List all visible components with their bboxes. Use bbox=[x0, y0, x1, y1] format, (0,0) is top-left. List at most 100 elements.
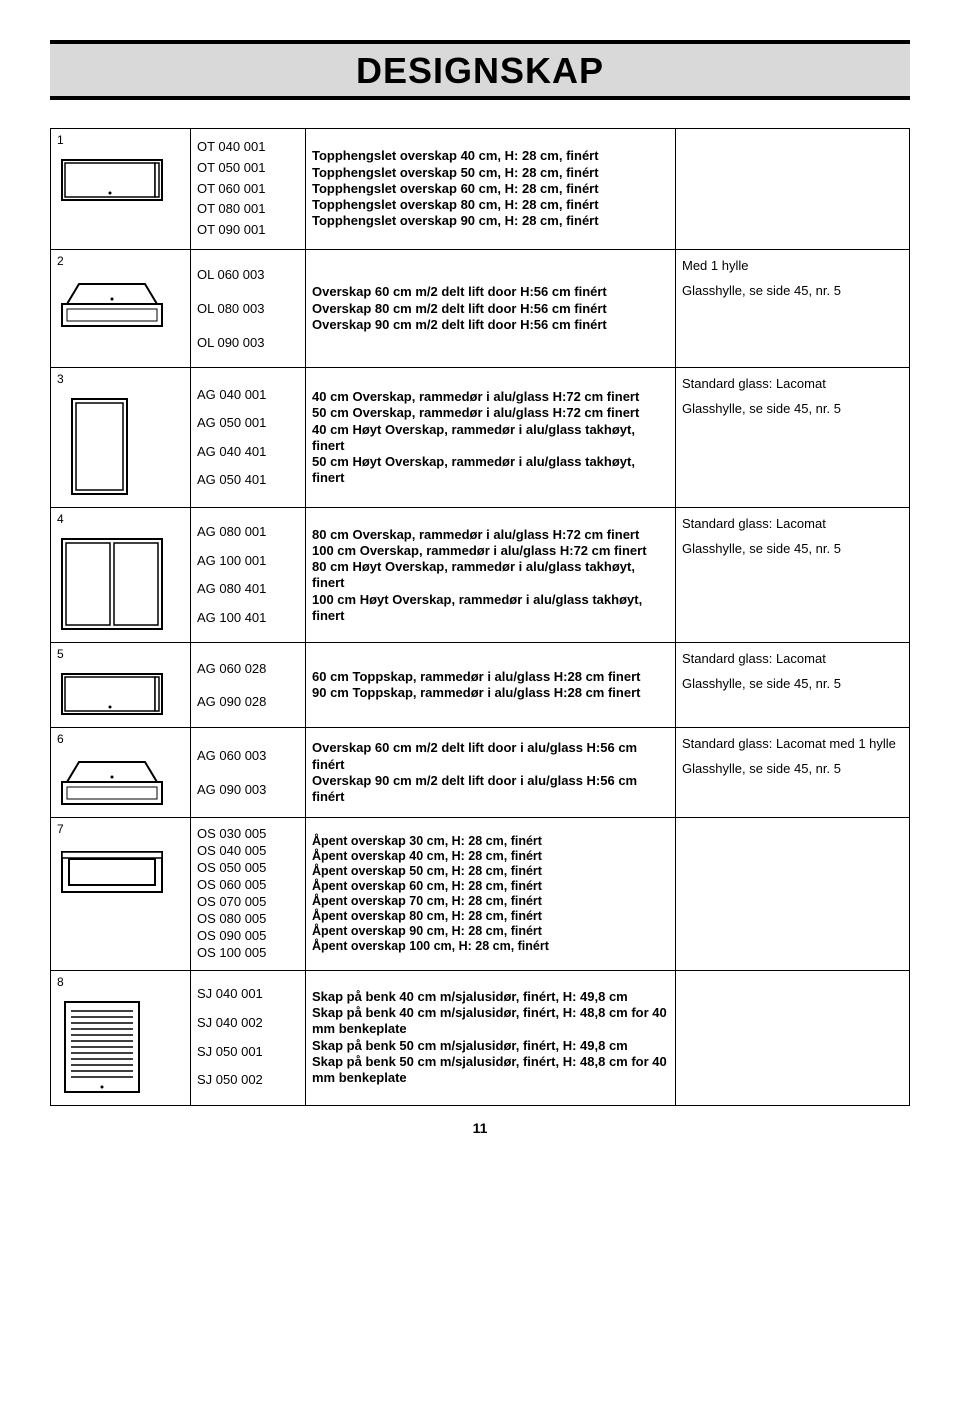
product-code: OS 070 005 bbox=[197, 894, 299, 911]
cell-codes: SJ 040 001SJ 040 002SJ 050 001SJ 050 002 bbox=[191, 971, 306, 1105]
cell-index: 3 bbox=[51, 368, 191, 507]
cell-descriptions: 80 cm Overskap, rammedør i alu/glass H:7… bbox=[306, 508, 676, 642]
product-code: OS 080 005 bbox=[197, 911, 299, 928]
product-description: 60 cm Toppskap, rammedør i alu/glass H:2… bbox=[312, 669, 669, 685]
cell-notes: Med 1 hylle Glasshylle, se side 45, nr. 5 bbox=[676, 250, 909, 367]
product-description: Åpent overskap 60 cm, H: 28 cm, finért bbox=[312, 879, 669, 894]
note-text: Glasshylle, se side 45, nr. 5 bbox=[682, 541, 903, 558]
product-description: 100 cm Høyt Overskap, rammedør i alu/gla… bbox=[312, 592, 669, 625]
title-bar: DESIGNSKAP bbox=[50, 40, 910, 100]
product-code: SJ 050 001 bbox=[197, 1038, 299, 1067]
product-code: AG 080 401 bbox=[197, 575, 299, 604]
table-row: 3 AG 040 001AG 050 001AG 040 401AG 050 4… bbox=[51, 368, 909, 508]
cabinet-icon bbox=[57, 669, 184, 719]
product-code: OS 050 005 bbox=[197, 860, 299, 877]
product-description: Skap på benk 50 cm m/sjalusidør, finért,… bbox=[312, 1054, 669, 1087]
table-row: 4 AG 080 001AG 100 001AG 080 401AG 100 4… bbox=[51, 508, 909, 643]
cell-index: 6 bbox=[51, 728, 191, 817]
product-code: OS 090 005 bbox=[197, 928, 299, 945]
product-code: AG 090 028 bbox=[197, 685, 299, 719]
product-code: OL 060 003 bbox=[197, 258, 299, 292]
product-code: AG 040 401 bbox=[197, 438, 299, 467]
cell-codes: OS 030 005OS 040 005OS 050 005OS 060 005… bbox=[191, 818, 306, 969]
product-code: OT 090 001 bbox=[197, 220, 299, 241]
cell-codes: AG 080 001AG 100 001AG 080 401AG 100 401 bbox=[191, 508, 306, 642]
product-code: OT 060 001 bbox=[197, 179, 299, 200]
note-text: Glasshylle, se side 45, nr. 5 bbox=[682, 401, 903, 418]
product-code: AG 040 001 bbox=[197, 381, 299, 410]
product-code: OT 080 001 bbox=[197, 199, 299, 220]
product-code: AG 080 001 bbox=[197, 518, 299, 547]
product-code: AG 100 001 bbox=[197, 547, 299, 576]
product-description: 50 cm Overskap, rammedør i alu/glass H:7… bbox=[312, 405, 669, 421]
row-number: 2 bbox=[57, 254, 64, 268]
cell-codes: OT 040 001OT 050 001OT 060 001OT 080 001… bbox=[191, 129, 306, 249]
note-text: Standard glass: Lacomat med 1 hylle bbox=[682, 736, 903, 753]
product-code: AG 050 401 bbox=[197, 466, 299, 495]
product-code: SJ 040 002 bbox=[197, 1009, 299, 1038]
cell-notes: Standard glass: Lacomat Glasshylle, se si… bbox=[676, 368, 909, 507]
product-description: Åpent overskap 70 cm, H: 28 cm, finért bbox=[312, 894, 669, 909]
product-description: 40 cm Høyt Overskap, rammedør i alu/glas… bbox=[312, 422, 669, 455]
cabinet-icon bbox=[57, 155, 184, 205]
cabinet-icon bbox=[57, 844, 184, 899]
note-text: Med 1 hylle bbox=[682, 258, 903, 275]
cell-codes: OL 060 003OL 080 003OL 090 003 bbox=[191, 250, 306, 367]
page-title: DESIGNSKAP bbox=[50, 50, 910, 92]
note-text: Glasshylle, se side 45, nr. 5 bbox=[682, 283, 903, 300]
row-number: 8 bbox=[57, 975, 64, 989]
product-description: Overskap 60 cm m/2 delt lift door H:56 c… bbox=[312, 284, 669, 300]
cell-notes bbox=[676, 971, 909, 1105]
product-description: 80 cm Overskap, rammedør i alu/glass H:7… bbox=[312, 527, 669, 543]
cell-descriptions: Åpent overskap 30 cm, H: 28 cm, finértÅp… bbox=[306, 818, 676, 969]
page-number: 11 bbox=[50, 1120, 910, 1136]
product-code: AG 060 028 bbox=[197, 652, 299, 686]
cell-codes: AG 040 001AG 050 001AG 040 401AG 050 401 bbox=[191, 368, 306, 507]
product-code: AG 090 003 bbox=[197, 773, 299, 807]
cabinet-icon bbox=[57, 394, 184, 499]
cabinet-icon bbox=[57, 997, 184, 1097]
row-number: 7 bbox=[57, 822, 64, 836]
note-text: Glasshylle, se side 45, nr. 5 bbox=[682, 676, 903, 693]
cell-codes: AG 060 028AG 090 028 bbox=[191, 643, 306, 727]
table-row: 6 AG 060 003AG 090 003Overskap 60 cm m/2… bbox=[51, 728, 909, 818]
table-row: 7 OS 030 005OS 040 005OS 050 005OS 060 0… bbox=[51, 818, 909, 970]
cell-notes: Standard glass: Lacomat med 1 hylleGlass… bbox=[676, 728, 909, 817]
table-row: 8 SJ 040 001SJ 040 002SJ 050 001SJ 050 0… bbox=[51, 971, 909, 1106]
cell-index: 4 bbox=[51, 508, 191, 642]
table-row: 5 AG 060 028AG 090 028 60 cm Toppskap, ra… bbox=[51, 643, 909, 728]
cell-descriptions: 40 cm Overskap, rammedør i alu/glass H:7… bbox=[306, 368, 676, 507]
note-text: Standard glass: Lacomat bbox=[682, 376, 903, 393]
cell-notes bbox=[676, 818, 909, 969]
product-description: 100 cm Overskap, rammedør i alu/glass H:… bbox=[312, 543, 669, 559]
page: DESIGNSKAP 1 OT 040 001OT 050 001OT 060 … bbox=[0, 0, 960, 1166]
cell-index: 2 bbox=[51, 250, 191, 367]
cell-descriptions: Overskap 60 cm m/2 delt lift door H:56 c… bbox=[306, 250, 676, 367]
product-description: Overskap 60 cm m/2 delt lift door i alu/… bbox=[312, 740, 669, 773]
product-code: OL 090 003 bbox=[197, 326, 299, 360]
note-text: Standard glass: Lacomat bbox=[682, 651, 903, 668]
product-code: SJ 040 001 bbox=[197, 980, 299, 1009]
product-grid: 1 OT 040 001OT 050 001OT 060 001OT 080 0… bbox=[50, 128, 910, 1106]
product-code: AG 100 401 bbox=[197, 604, 299, 633]
cell-notes: Standard glass: LacomatGlasshylle, se si… bbox=[676, 508, 909, 642]
product-description: Skap på benk 50 cm m/sjalusidør, finért,… bbox=[312, 1038, 669, 1054]
cell-descriptions: Overskap 60 cm m/2 delt lift door i alu/… bbox=[306, 728, 676, 817]
row-number: 6 bbox=[57, 732, 64, 746]
cell-codes: AG 060 003AG 090 003 bbox=[191, 728, 306, 817]
product-description: Skap på benk 40 cm m/sjalusidør, finért,… bbox=[312, 989, 669, 1005]
product-description: 90 cm Toppskap, rammedør i alu/glass H:2… bbox=[312, 685, 669, 701]
product-code: OT 040 001 bbox=[197, 137, 299, 158]
cell-notes bbox=[676, 129, 909, 249]
product-code: AG 050 001 bbox=[197, 409, 299, 438]
row-number: 5 bbox=[57, 647, 64, 661]
product-code: OS 060 005 bbox=[197, 877, 299, 894]
cell-index: 5 bbox=[51, 643, 191, 727]
cell-descriptions: Skap på benk 40 cm m/sjalusidør, finért,… bbox=[306, 971, 676, 1105]
cell-index: 8 bbox=[51, 971, 191, 1105]
cabinet-icon bbox=[57, 754, 184, 809]
product-description: Topphengslet overskap 60 cm, H: 28 cm, f… bbox=[312, 181, 669, 197]
product-description: Overskap 80 cm m/2 delt lift door H:56 c… bbox=[312, 301, 669, 317]
product-description: Topphengslet overskap 40 cm, H: 28 cm, f… bbox=[312, 148, 669, 164]
cabinet-icon bbox=[57, 534, 184, 634]
